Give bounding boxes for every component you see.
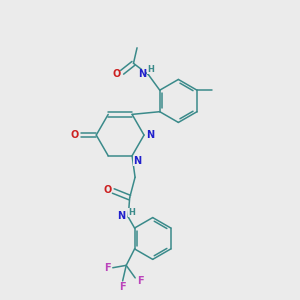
Text: N: N [117, 212, 125, 221]
Text: F: F [137, 277, 144, 286]
Text: O: O [70, 130, 79, 140]
Text: F: F [104, 263, 111, 273]
Text: N: N [134, 156, 142, 166]
Text: N: N [146, 130, 155, 140]
Text: H: H [147, 65, 154, 74]
Text: F: F [119, 282, 125, 292]
Text: N: N [138, 69, 146, 79]
Text: O: O [112, 69, 120, 79]
Text: H: H [128, 208, 135, 217]
Text: O: O [103, 185, 111, 195]
